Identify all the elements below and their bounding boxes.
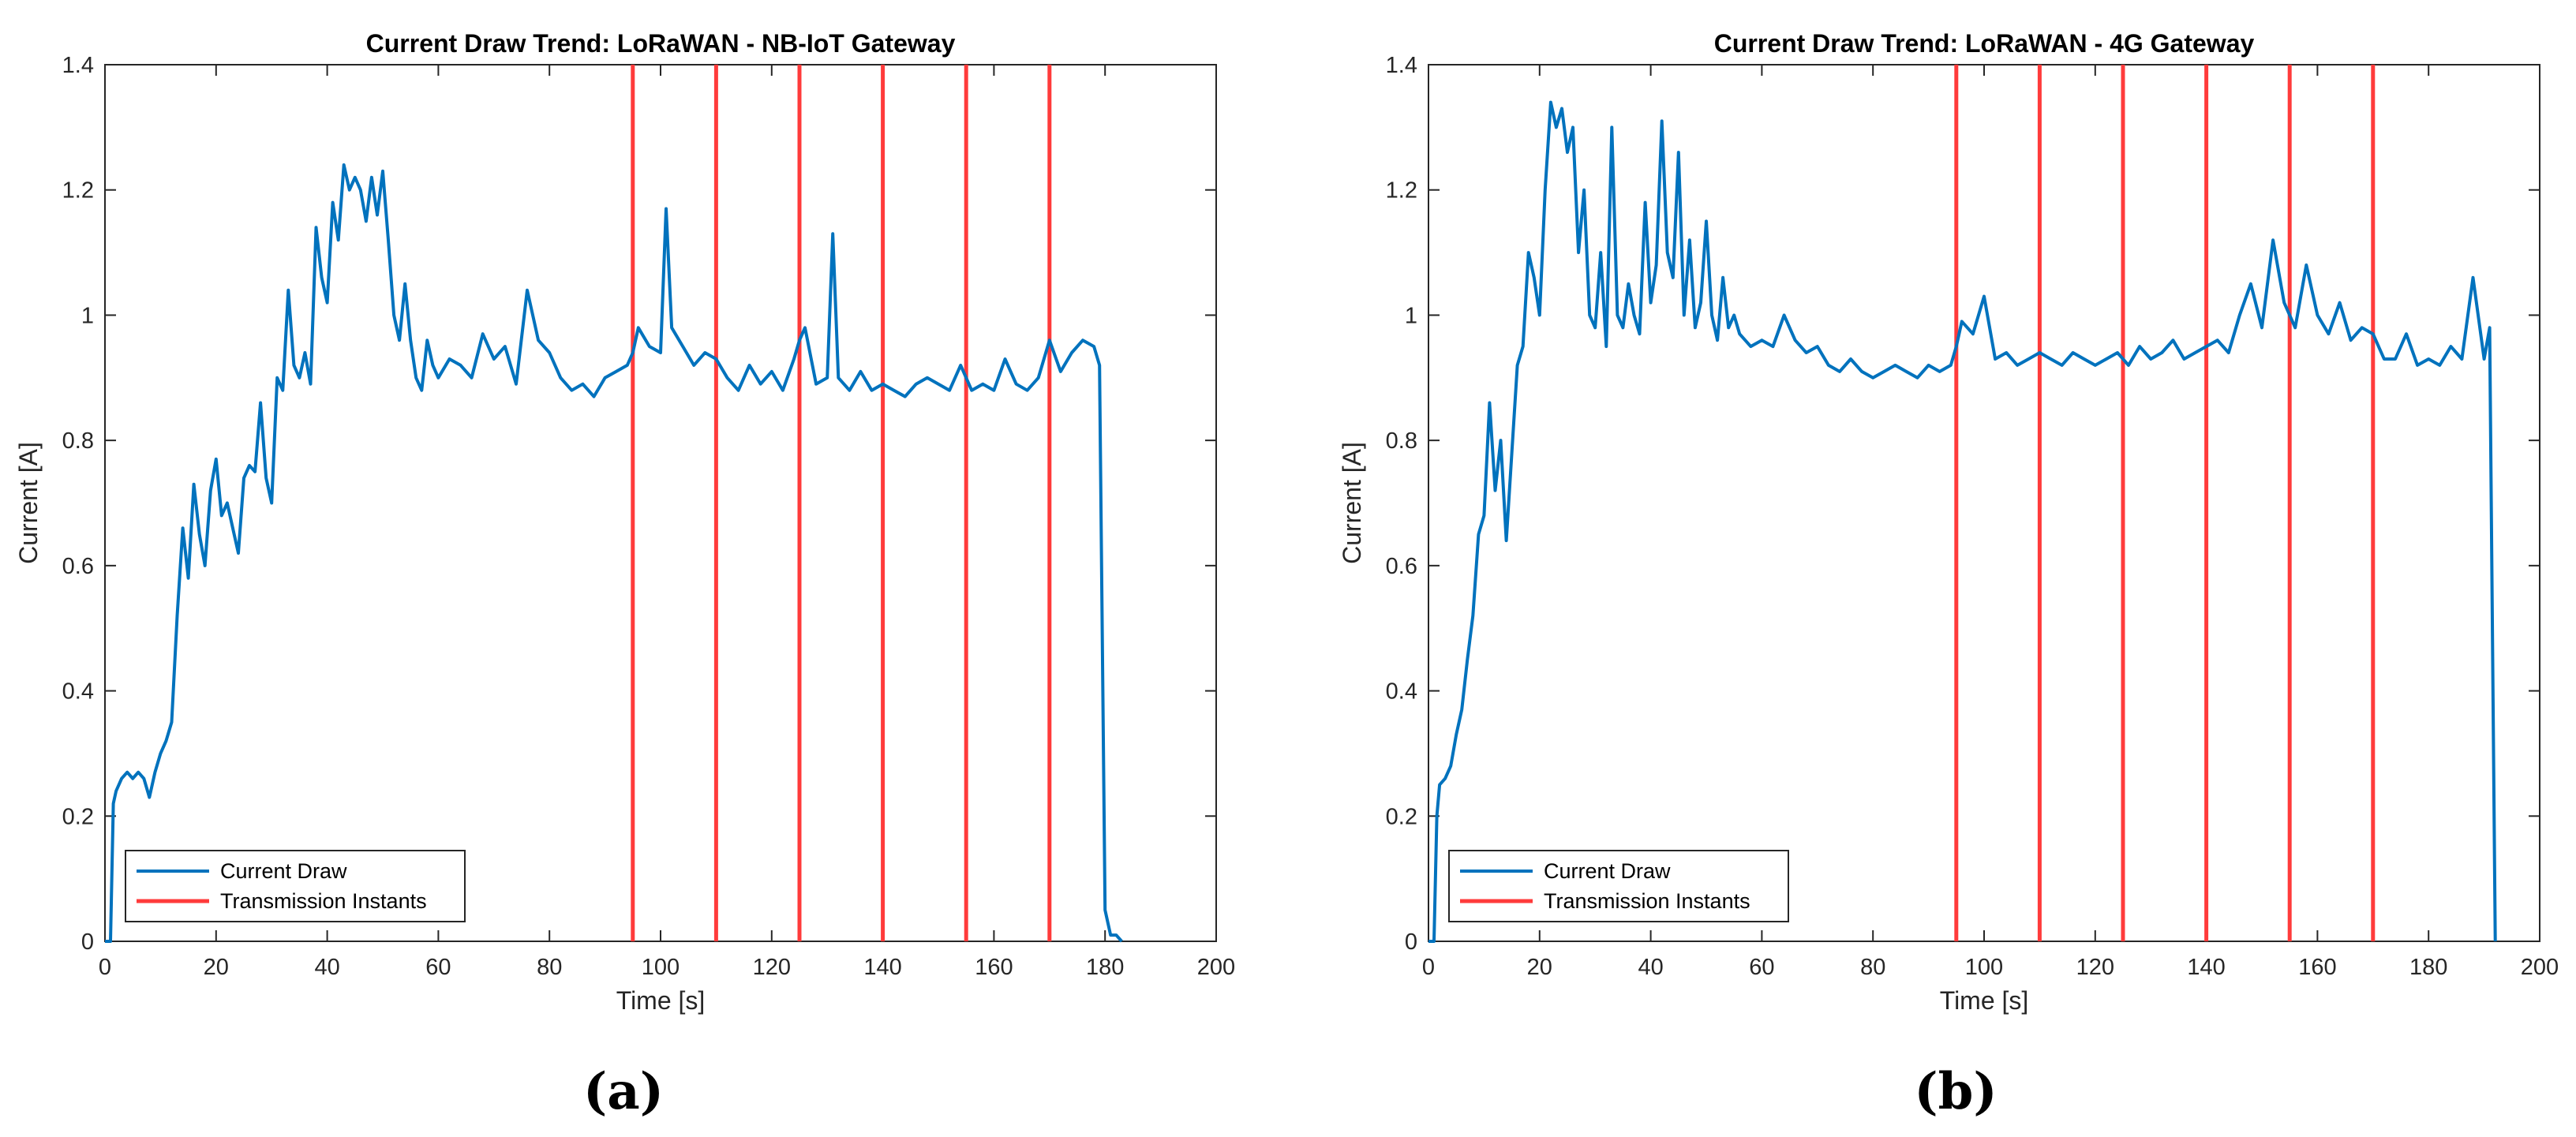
current-draw-line bbox=[1428, 100, 2497, 943]
x-tick-label: 0 bbox=[1422, 955, 1435, 980]
x-tick-label: 0 bbox=[99, 955, 111, 980]
chart-title: Current Draw Trend: LoRaWAN - 4G Gateway bbox=[1714, 29, 2255, 58]
x-tick-label: 160 bbox=[2298, 955, 2336, 980]
plot-area bbox=[104, 64, 1217, 942]
y-tick-label: 0.4 bbox=[1386, 679, 1417, 705]
x-tick-label: 80 bbox=[537, 955, 562, 980]
x-tick-label: 200 bbox=[2521, 955, 2559, 980]
x-tick-label: 180 bbox=[2409, 955, 2447, 980]
y-tick-label: 1 bbox=[1405, 303, 1417, 328]
y-tick-label: 0 bbox=[1405, 929, 1417, 955]
legend-box bbox=[1448, 850, 1789, 922]
x-tick-label: 60 bbox=[1749, 955, 1774, 980]
y-tick-label: 1.4 bbox=[62, 53, 94, 78]
x-tick-label: 120 bbox=[2076, 955, 2114, 980]
y-tick-label: 0.2 bbox=[1386, 804, 1417, 829]
x-tick-label: 80 bbox=[1860, 955, 1885, 980]
x-tick-label: 40 bbox=[1638, 955, 1663, 980]
chart-0: 0 20 40 60 80 100 120 140 160 180 200 0 0.2 0.4 0.6 0.8… bbox=[14, 29, 1235, 1121]
y-tick-label: 0.6 bbox=[62, 554, 94, 579]
x-axis-label: Time [s] bbox=[616, 986, 706, 1015]
x-tick-label: 200 bbox=[1197, 955, 1235, 980]
legend-entry: Current Draw bbox=[1544, 859, 1671, 883]
current-draw-line bbox=[105, 163, 1123, 943]
legend-entry: Current Draw bbox=[220, 859, 347, 883]
x-tick-label: 40 bbox=[314, 955, 339, 980]
x-tick-label: 160 bbox=[975, 955, 1013, 980]
panel-caption: (a) bbox=[583, 1062, 664, 1121]
x-tick-label: 120 bbox=[753, 955, 791, 980]
chart-1: 0 20 40 60 80 100 120 140 160 180 200 0 0.2 0.4 0.6 0.8… bbox=[1338, 29, 2559, 1121]
panel-caption: (b) bbox=[1914, 1062, 1997, 1121]
y-tick-label: 0 bbox=[81, 929, 94, 955]
legend: Current Draw Transmission Instants bbox=[125, 850, 466, 922]
legend-entry: Transmission Instants bbox=[220, 889, 427, 913]
y-tick-label: 0.6 bbox=[1386, 554, 1417, 579]
x-tick-label: 140 bbox=[863, 955, 901, 980]
legend-box bbox=[125, 850, 466, 922]
legend-entry: Transmission Instants bbox=[1544, 889, 1750, 913]
legend: Current Draw Transmission Instants bbox=[1448, 850, 1789, 922]
x-tick-label: 20 bbox=[204, 955, 229, 980]
y-axis-label: Current [A] bbox=[14, 442, 43, 564]
x-tick-label: 20 bbox=[1527, 955, 1552, 980]
y-tick-label: 0.2 bbox=[62, 804, 94, 829]
x-tick-label: 60 bbox=[425, 955, 451, 980]
transmission-instants bbox=[1954, 65, 2376, 941]
x-tick-label: 100 bbox=[642, 955, 680, 980]
x-axis-label: Time [s] bbox=[1940, 986, 2029, 1015]
x-tick-label: 140 bbox=[2187, 955, 2225, 980]
x-tick-label: 100 bbox=[1965, 955, 2003, 980]
y-tick-label: 1.4 bbox=[1386, 53, 1417, 78]
y-tick-label: 1 bbox=[81, 303, 94, 328]
y-tick-label: 1.2 bbox=[1386, 178, 1417, 204]
y-tick-label: 0.8 bbox=[1386, 428, 1417, 454]
y-axis-label: Current [A] bbox=[1338, 442, 1366, 564]
transmission-instants bbox=[631, 65, 1052, 941]
y-tick-label: 0.8 bbox=[62, 428, 94, 454]
y-tick-label: 1.2 bbox=[62, 178, 94, 204]
chart-title: Current Draw Trend: LoRaWAN - NB-IoT Gat… bbox=[366, 29, 956, 58]
y-tick-label: 0.4 bbox=[62, 679, 94, 705]
x-tick-label: 180 bbox=[1086, 955, 1124, 980]
